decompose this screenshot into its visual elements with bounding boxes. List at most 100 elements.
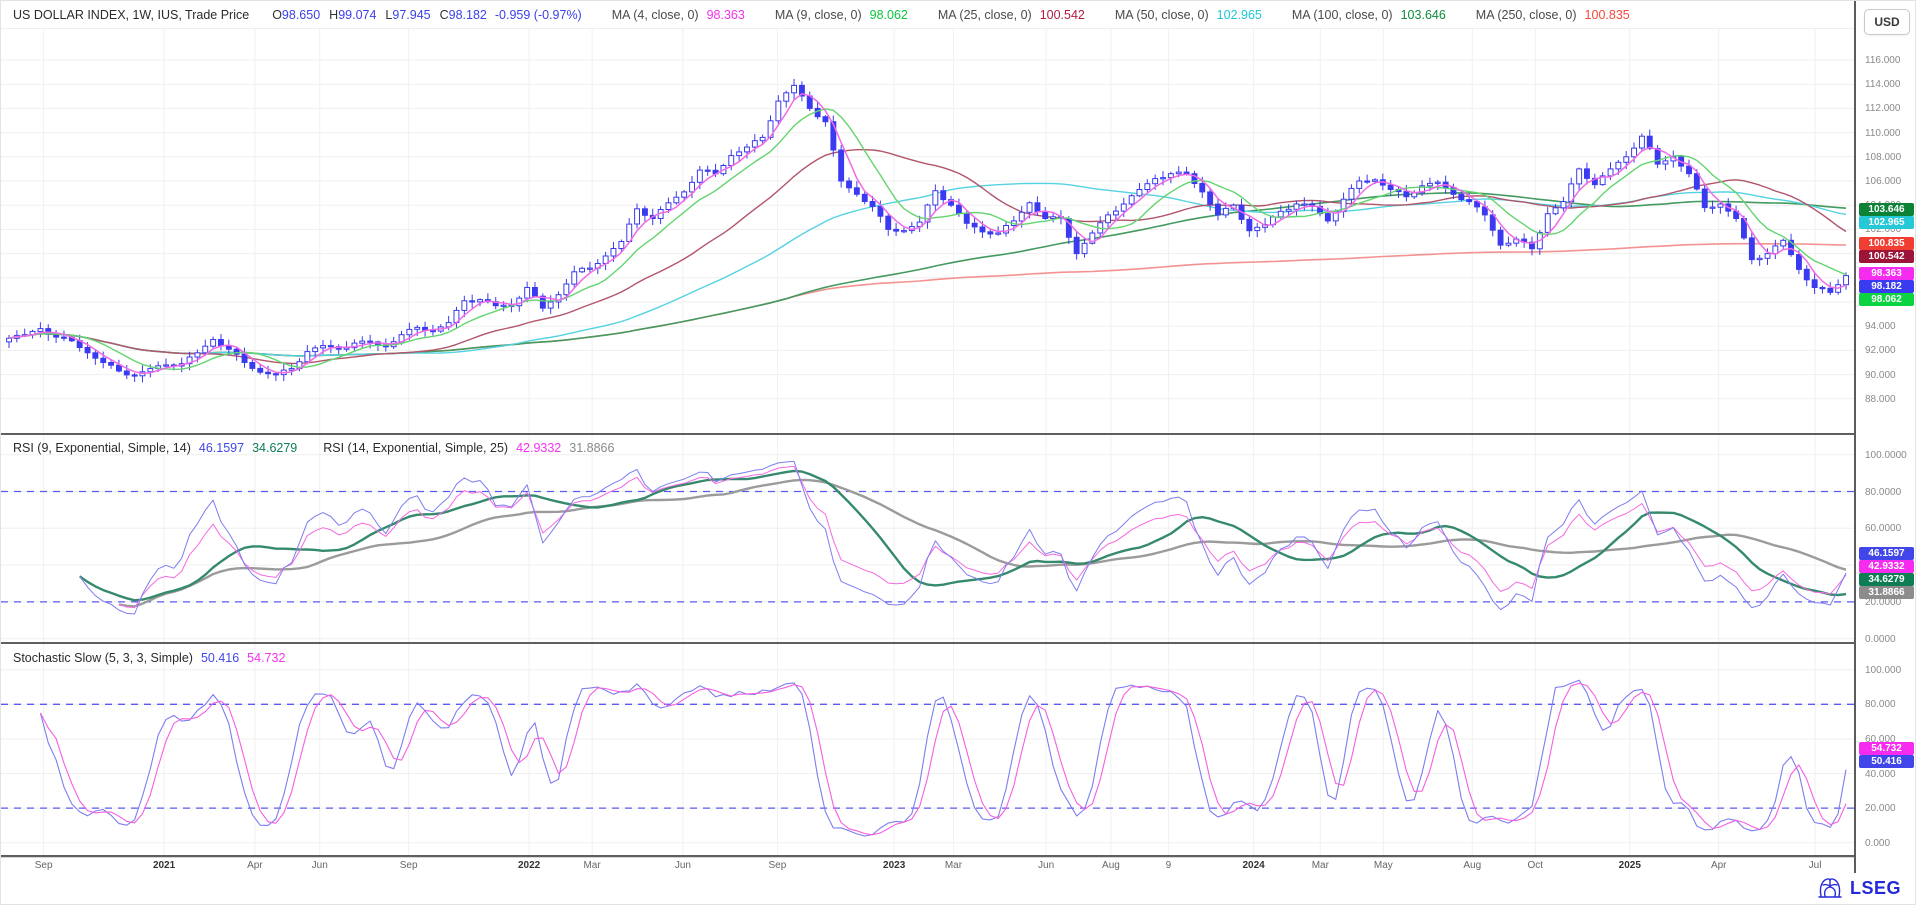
price-label: 46.1597 <box>1859 547 1914 561</box>
ma-value: 100.835 <box>1584 7 1630 22</box>
ohlc-key: H <box>329 7 339 22</box>
stoch-legend-value: 50.416 <box>200 651 240 665</box>
rsi-legend-value: 31.8866 <box>569 441 615 455</box>
ohlc-key: O <box>272 7 282 22</box>
y-axis-tick: 88.000 <box>1865 393 1896 405</box>
lseg-lion-icon <box>1818 878 1842 898</box>
x-axis-label: 2024 <box>1242 860 1265 871</box>
price-label: 103.646 <box>1859 202 1914 216</box>
rsi-legend: RSI (9, Exponential, Simple, 14) 46.1597 3… <box>13 441 614 455</box>
x-axis-label: Jul <box>1808 860 1822 871</box>
price-label: 50.416 <box>1859 754 1914 768</box>
y-axis-tick: 106.000 <box>1865 176 1902 187</box>
y-axis-tick: 108.000 <box>1865 151 1902 163</box>
instrument-title: US DOLLAR INDEX, 1W, IUS, Trade Price <box>13 7 250 22</box>
y-axis-tick: 114.000 <box>1865 79 1901 91</box>
price-chart-panel[interactable] <box>1 29 1854 434</box>
y-axis-tick: 80.000 <box>1865 699 1896 711</box>
panel-separator[interactable] <box>1 433 1915 435</box>
rsi-canvas[interactable] <box>1 435 1854 642</box>
rsi-legend-label: RSI (9, Exponential, Simple, 14) <box>13 441 191 455</box>
panel-separator[interactable] <box>1 642 1915 644</box>
price-label: 102.965 <box>1859 215 1914 229</box>
y-axis-tick: 102.000 <box>1865 224 1902 236</box>
ma-label: MA (250, close, 0) <box>1475 7 1577 22</box>
x-axis-label: Mar <box>583 860 601 871</box>
x-axis-label: Jun <box>1038 860 1055 871</box>
x-axis-label: Apr <box>247 860 263 871</box>
ma-label: MA (50, close, 0) <box>1114 7 1209 22</box>
time-axis[interactable]: Sep 2021 Apr Jun Sep 2022 Mar Jun Sep 2023 Mar Jun A… <box>1 857 1854 874</box>
x-axis-label: 9 <box>1165 860 1172 871</box>
y-axis-tick: 100.000 <box>1865 664 1902 676</box>
price-label: 42.9332 <box>1859 560 1914 574</box>
y-axis-tick: 100.0000 <box>1865 449 1907 461</box>
x-axis-label: Oct <box>1527 860 1544 871</box>
lseg-logo-text: LSEG <box>1849 877 1901 898</box>
rsi-legend-value: 42.9332 <box>516 441 562 455</box>
ma-label: MA (100, close, 0) <box>1291 7 1393 22</box>
stochastic-panel[interactable] <box>1 644 1854 855</box>
ma-value: 98.363 <box>706 7 745 22</box>
x-axis-label: Jun <box>674 860 691 871</box>
ohlc-value: 98.182 <box>448 7 487 22</box>
rsi-legend-value: 34.6279 <box>252 441 298 455</box>
price-label: 98.363 <box>1859 266 1914 280</box>
y-axis-tick: 80.0000 <box>1865 486 1902 498</box>
y-axis-tick: 0.0000 <box>1865 633 1896 645</box>
x-axis-label: Mar <box>944 860 963 871</box>
x-axis-label: 2021 <box>152 860 176 871</box>
ma-label: MA (9, close, 0) <box>774 7 862 22</box>
y-axis-tick: 116.000 <box>1865 55 1901 66</box>
y-axis-tick: 110.000 <box>1865 127 1901 139</box>
change-value: -0.959 (-0.97%) <box>494 7 582 22</box>
x-axis-label: 2022 <box>517 860 541 871</box>
price-label: 100.835 <box>1859 236 1914 250</box>
ohlc-value: 98.650 <box>281 7 321 22</box>
stochastic-legend: Stochastic Slow (5, 3, 3, Simple) 50.416 5… <box>13 651 285 665</box>
x-axis-label: 2023 <box>883 860 906 871</box>
y-axis-tick: 20.0000 <box>1865 596 1902 608</box>
x-axis-label: May <box>1373 860 1393 871</box>
y-axis-tick: 40.000 <box>1865 768 1896 780</box>
rsi-legend-label: RSI (14, Exponential, Simple, 25) <box>323 441 509 455</box>
x-axis-label: Aug <box>1463 860 1482 871</box>
lseg-logo: LSEG <box>1817 877 1901 899</box>
ohlc-values: O98.650 H99.074 L97.945 C98.182 <box>263 8 487 22</box>
x-axis-label: Sep <box>399 860 418 871</box>
stochastic-canvas[interactable] <box>1 644 1854 855</box>
ma-label: MA (25, close, 0) <box>937 7 1032 22</box>
panel-separator[interactable] <box>1 855 1915 857</box>
x-axis-label: Apr <box>1710 860 1727 871</box>
stoch-legend-label: Stochastic Slow (5, 3, 3, Simple) <box>13 651 193 665</box>
y-axis-tick: 20.000 <box>1865 803 1896 815</box>
x-axis-label: Sep <box>768 860 787 871</box>
stoch-legend-value: 54.732 <box>247 651 286 665</box>
price-label: 98.182 <box>1859 279 1914 293</box>
ma-legend: MA (4, close, 0) 98.363 MA (9, close, 0) 98… <box>582 8 1630 22</box>
ma-label: MA (4, close, 0) <box>611 7 699 22</box>
price-label: 100.542 <box>1859 249 1914 263</box>
y-axis-tick: 112.000 <box>1865 103 1901 115</box>
rsi-panel[interactable] <box>1 435 1854 642</box>
ma-value: 100.542 <box>1039 7 1085 22</box>
price-label: 98.062 <box>1859 292 1914 306</box>
price-label: 34.6279 <box>1859 573 1914 587</box>
price-axis[interactable]: USD 116.000 114.000 112.000 110.000 108.000 1… <box>1854 1 1915 873</box>
y-axis-tick: 60.0000 <box>1865 523 1902 535</box>
ohlc-key: L <box>385 7 393 22</box>
ohlc-value: 99.074 <box>338 7 377 22</box>
price-chart-canvas[interactable] <box>1 29 1854 434</box>
price-label: 54.732 <box>1859 741 1914 755</box>
x-axis-label: Mar <box>1311 860 1329 871</box>
currency-button[interactable]: USD <box>1864 9 1910 35</box>
y-axis-tick: 0.000 <box>1865 837 1891 849</box>
x-axis-label: Aug <box>1102 860 1120 871</box>
y-axis-tick: 92.000 <box>1865 345 1896 357</box>
y-axis-tick: 90.000 <box>1865 369 1896 381</box>
x-axis-label: Jun <box>311 860 328 871</box>
ohlc-value: 97.945 <box>392 7 431 22</box>
ma-value: 102.965 <box>1216 7 1262 22</box>
rsi-legend-value: 46.1597 <box>198 441 245 455</box>
